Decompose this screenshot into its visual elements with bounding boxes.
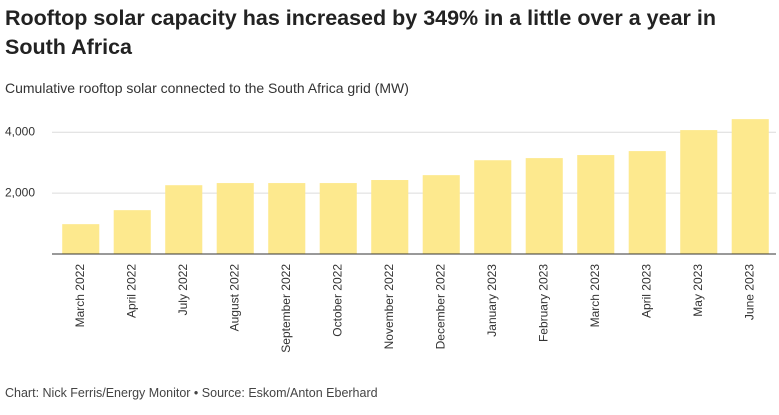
bar <box>113 210 151 254</box>
x-tick-label: January 2023 <box>485 264 499 337</box>
bar <box>216 183 254 254</box>
bar <box>62 224 100 254</box>
y-tick-label: 2,000 <box>5 185 35 199</box>
y-tick-label: 4,000 <box>5 124 35 138</box>
x-tick-label: October 2022 <box>330 264 344 337</box>
chart-subtitle: Cumulative rooftop solar connected to th… <box>5 80 409 96</box>
x-tick-label: December 2022 <box>433 264 447 350</box>
x-tick-label: April 2023 <box>639 264 653 318</box>
x-tick-label: April 2022 <box>124 264 138 318</box>
bar <box>371 180 409 254</box>
bar <box>577 155 615 254</box>
chart: 2,000 4,000 March 2022 April 2022 July 2022 A… <box>5 119 776 353</box>
x-tick-label: September 2022 <box>279 264 293 353</box>
x-tick-label: August 2022 <box>227 264 241 332</box>
bar <box>165 185 203 254</box>
x-tick-label: March 2022 <box>73 264 87 328</box>
bar <box>731 119 769 255</box>
x-tick-label: March 2023 <box>588 264 602 328</box>
bar <box>268 183 306 254</box>
bar <box>680 130 718 254</box>
bar <box>628 151 666 254</box>
x-tick-label: July 2022 <box>176 264 190 316</box>
bar <box>474 160 512 254</box>
x-tick-label: November 2022 <box>382 264 396 350</box>
source-note: Chart: Nick Ferris/Energy Monitor • Sour… <box>5 386 378 400</box>
x-tick-label: June 2023 <box>742 264 756 320</box>
x-tick-label: February 2023 <box>536 264 550 342</box>
chart-title: Rooftop solar capacity has increased by … <box>5 6 716 59</box>
bar <box>422 175 460 254</box>
bar <box>525 158 563 254</box>
bar <box>319 183 357 254</box>
x-tick-label: May 2023 <box>691 264 705 317</box>
